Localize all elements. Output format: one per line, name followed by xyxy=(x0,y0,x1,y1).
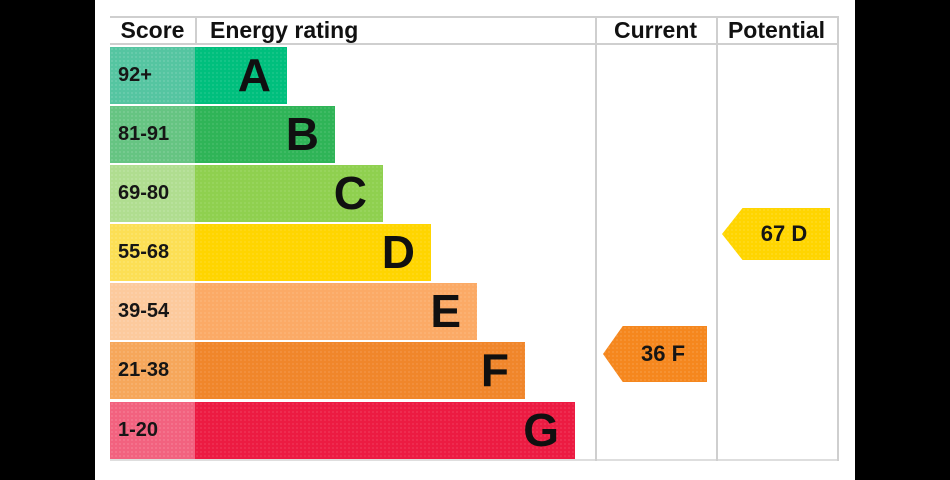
score-range-f: 21-38 xyxy=(110,342,195,399)
table-bottom-border xyxy=(110,459,839,461)
current-rating-arrow: 36 F xyxy=(603,326,707,382)
score-range-d: 55-68 xyxy=(110,224,195,281)
potential-rating-arrow: 67 D xyxy=(722,208,830,260)
score-header: Score xyxy=(120,17,185,43)
score-range-a: 92+ xyxy=(110,47,195,104)
score-range-c: 69-80 xyxy=(110,165,195,222)
chart-panel: Score Energy rating Current Potential 92… xyxy=(95,0,855,480)
score-range-e: 39-54 xyxy=(110,283,195,340)
rating-bar-g: G xyxy=(195,402,575,459)
rating-bar-c: C xyxy=(195,165,383,222)
header-bottom-border xyxy=(110,43,839,45)
header-top-border xyxy=(110,16,839,18)
rating-bar-a: A xyxy=(195,47,287,104)
rating-bar-f: F xyxy=(195,342,525,399)
current-column-divider xyxy=(595,16,597,461)
energy-rating-header: Energy rating xyxy=(210,17,359,43)
rating-bar-d: D xyxy=(195,224,431,281)
rating-bar-b: B xyxy=(195,106,335,163)
score-range-b: 81-91 xyxy=(110,106,195,163)
rating-bar-e: E xyxy=(195,283,477,340)
potential-column-divider xyxy=(716,16,718,461)
table-right-border xyxy=(837,16,839,461)
score-column-divider xyxy=(195,16,197,45)
current-header: Current xyxy=(613,17,698,43)
potential-header: Potential xyxy=(727,17,826,43)
score-range-g: 1-20 xyxy=(110,402,195,459)
